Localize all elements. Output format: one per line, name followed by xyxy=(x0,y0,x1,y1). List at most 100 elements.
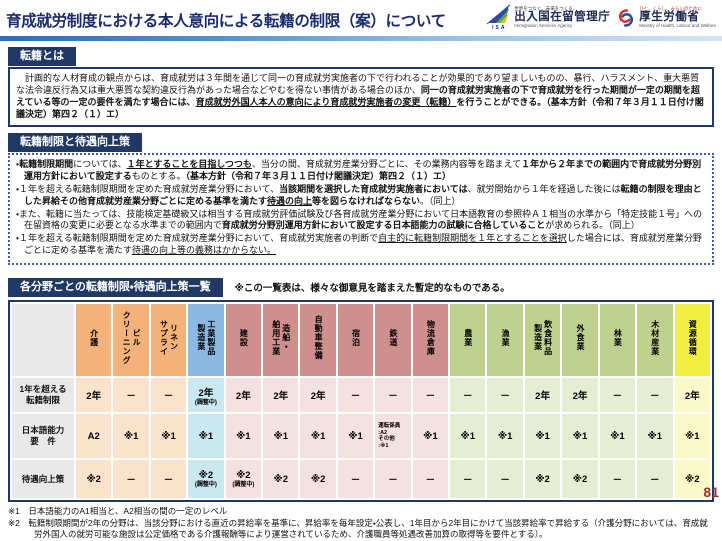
row-label: 日本語能力要 件 xyxy=(12,414,74,459)
table-cell: ※1 xyxy=(524,414,561,459)
text-segment: ものとする。 xyxy=(131,170,186,181)
column-header-label: 介護 xyxy=(89,328,99,347)
text-segment: 計画的な人材育成の観点からは、育成就労は３年間を通じて同一の育成就労実施者の下で… xyxy=(16,73,700,96)
text-segment: 転籍の制限を理由とした昇給その他育成就労産業分野ごとに定める基準を満たす xyxy=(24,183,702,206)
column-header-label: 漁業 xyxy=(501,328,511,347)
footnote-item: ※2 転籍制限期間が2年の分野は、当該分野における直近の昇給率を基準に、昇給率を… xyxy=(8,517,708,540)
column-header-label: 資源循環 xyxy=(688,319,698,356)
table-cell: － xyxy=(375,460,411,499)
row-label: 1年を超える 転籍制限 xyxy=(12,378,74,413)
isa-name-en: Immigration Services Agency xyxy=(514,22,573,28)
column-header-label: 林業 xyxy=(613,328,623,347)
table-cell: － xyxy=(450,378,486,413)
section-heading-matrix: 各分野ごとの転籍制限・待遇向上策一覧 xyxy=(8,278,223,298)
text-segment: については、 xyxy=(73,159,127,170)
table-cell: 2年 xyxy=(76,378,112,413)
table-cell: － xyxy=(599,378,636,413)
column-header: リネン サプライ xyxy=(150,304,187,377)
column-header-label: リネン サプライ xyxy=(159,319,179,356)
table-cell: － xyxy=(113,460,149,499)
column-header-label: 建設 xyxy=(239,328,249,347)
table-cell: － xyxy=(487,460,523,499)
text-segment: ・また、転籍に当たっては、技能検定基礎級又は相当する育成就労評価試験及び各育成就… xyxy=(16,208,703,231)
text-segment: を行うことができる。（基本方針（令和７年３月１１日付け閣議決定）第四２（１）エ） xyxy=(16,97,704,119)
footnote-item: ※1 日本語能力のA1相当と、A2相当の間の一定のレベル xyxy=(8,506,228,517)
text-segment: した場合には、育成就労産業分野ごとに定める基準を満たす xyxy=(24,233,702,256)
table-cell: 運転係員:A2 その他:※1 xyxy=(375,414,411,459)
table-cell: ※1 xyxy=(599,414,636,459)
column-header: 外食業 xyxy=(562,304,598,377)
column-header: ビル クリーニング xyxy=(113,304,149,377)
column-header: 工業製品 製造業 xyxy=(188,304,224,377)
column-header-label: 木材産業 xyxy=(650,319,660,356)
text-segment: 、就労開始から１年を経過した後には xyxy=(467,183,621,194)
text-segment: 待遇の向上 xyxy=(267,195,313,206)
table-cell: 2年 xyxy=(562,378,598,413)
table-cell: ※2 xyxy=(300,460,336,499)
bullet-item: ・転籍制限期間については、１年とすることを目指しつつも、当分の間、育成就労産業分… xyxy=(16,159,706,183)
table-cell: ※1 xyxy=(113,414,149,459)
table-corner-cell xyxy=(12,304,74,377)
mhlw-name: 厚生労働省 xyxy=(639,11,700,24)
text-segment: 育成就労分野別運用方針において設定する日本語能力の試験に合格していること xyxy=(221,220,546,231)
table-cell: － xyxy=(375,378,411,413)
column-header: 資源循環 xyxy=(674,304,710,377)
matrix-provisional-note: ※この一覧表は、様々な御意見を踏まえた暫定的なものである。 xyxy=(234,282,510,294)
column-header: 宿泊 xyxy=(337,304,374,377)
column-header: 木材産業 xyxy=(637,304,673,377)
column-header-label: 工業製品 製造業 xyxy=(196,319,216,356)
table-cell: ※1 xyxy=(487,414,523,459)
text-segment: 待遇の向上等の義務はかからない。 xyxy=(132,245,277,256)
table-cell: ※2 xyxy=(562,460,598,499)
table-cell: ※2 xyxy=(76,460,112,499)
isa-tagline: 世界をつなぐ。未来をつくる。 xyxy=(514,5,578,11)
table-cell: － xyxy=(637,378,673,413)
table-cell: － xyxy=(487,378,523,413)
page-title: 育成就労制度における本人意向による転籍の制限（案）について xyxy=(6,13,446,30)
column-header: 漁業 xyxy=(487,304,523,377)
isa-abbr: ISA xyxy=(492,25,507,31)
mhlw-name-en: Ministry of Health, Labour and Welfare xyxy=(639,22,716,28)
mhlw-logo: ひと、くらし、みらいのために 厚生労働省 Ministry of Health,… xyxy=(616,6,716,29)
text-segment: 自主的に転籍制限期間を１年とすることを選択 xyxy=(378,233,567,244)
column-header: 鉄道 xyxy=(375,304,411,377)
table-cell: － xyxy=(412,378,449,413)
column-header-label: 物流倉庫 xyxy=(426,319,436,356)
table-cell: － xyxy=(150,378,187,413)
column-header-label: 農業 xyxy=(463,328,473,347)
column-header: 物流倉庫 xyxy=(412,304,449,377)
agency-logos: ISA 世界をつなぐ。未来をつくる。 出入国在留管理庁 Immigration … xyxy=(487,4,718,31)
table-cell: ※2 xyxy=(263,460,299,499)
table-cell: ※1 xyxy=(674,414,710,459)
section-heading-restrictions: 転籍制限と待遇向上策 xyxy=(8,132,142,153)
restrictions-bullet-box: ・転籍制限期間については、１年とすることを目指しつつも、当分の間、育成就労産業分… xyxy=(8,153,714,266)
text-segment: 。（同上） xyxy=(420,195,461,206)
column-header-label: 造船・ 舶用工業 xyxy=(271,319,291,356)
text-segment: 当該期間を選択した育成就労実施者においては xyxy=(279,183,468,194)
table-cell: ※1 xyxy=(300,414,336,459)
sector-matrix-table: 介護 ビル クリーニング リネン サプライ 工業製品 製造業 建設 造船・ 舶用工業 自動車整備 宿泊… xyxy=(8,300,714,503)
text-segment: 等を図らなければならない xyxy=(312,195,421,206)
table-cell: 2年 xyxy=(524,378,561,413)
text-segment: 転籍制限期間 xyxy=(19,159,74,170)
bullet-item: ・また、転籍に当たっては、技能検定基礎級又は相当する育成就労評価試験及び各育成就… xyxy=(16,209,706,233)
table-cell: － xyxy=(450,460,486,499)
table-cell: ※2 xyxy=(674,460,710,499)
table-cell: 2年 xyxy=(263,378,299,413)
column-header-label: 鉄道 xyxy=(388,328,398,347)
table-cell: ※1 xyxy=(637,414,673,459)
column-header-label: 外食業 xyxy=(575,324,585,352)
bullet-item: ・１年を超える転籍制限期間を定めた育成就労産業分野において、当該期間を選択した育… xyxy=(16,184,706,208)
table-cell: － xyxy=(412,460,449,499)
table-cell: ※2 (調整中) xyxy=(225,460,262,499)
table-cell: ※1 xyxy=(562,414,598,459)
text-segment: が求められる。（同上） xyxy=(545,220,640,231)
table-cell: － xyxy=(150,460,187,499)
tenseki-description-box: 計画的な人材育成の観点からは、育成就労は３年間を通じて同一の育成就労実施者の下で… xyxy=(8,67,714,127)
column-header: 農業 xyxy=(450,304,486,377)
text-segment: 育成就労外国人本人の意向により育成就労実施者の変更（転籍） xyxy=(195,97,457,108)
table-cell: 2年 xyxy=(225,378,262,413)
column-header: 飲食料品 製造業 xyxy=(524,304,561,377)
table-cell: － xyxy=(113,378,149,413)
isa-logo: ISA 世界をつなぐ。未来をつくる。 出入国在留管理庁 Immigration … xyxy=(487,4,610,31)
